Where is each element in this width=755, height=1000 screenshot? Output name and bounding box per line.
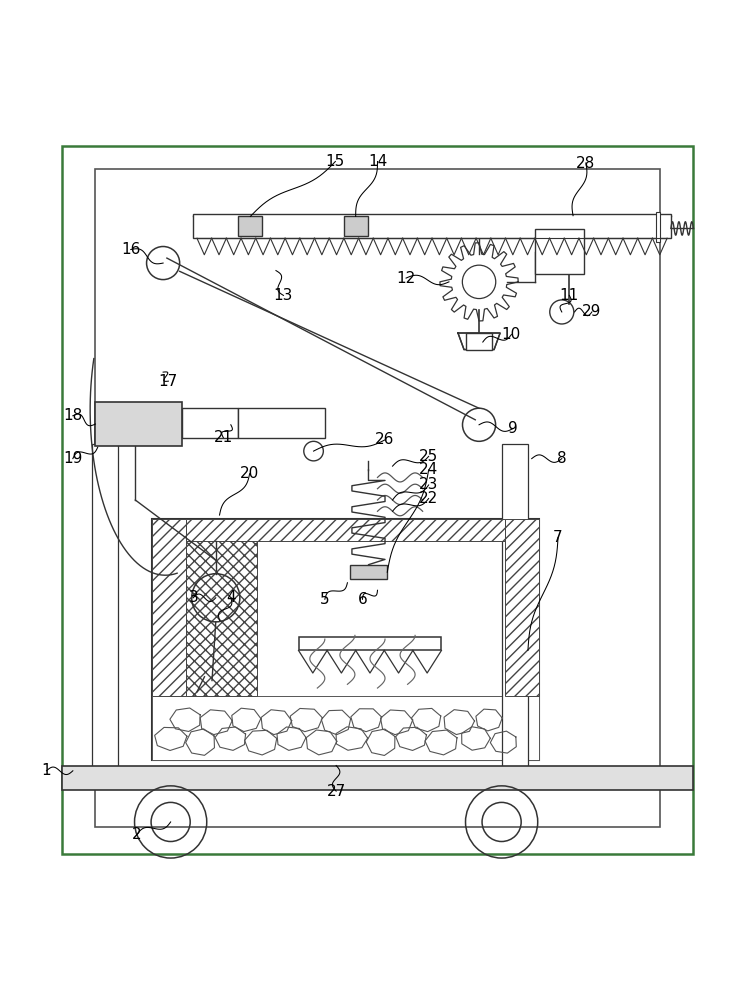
Text: 2: 2 xyxy=(132,827,142,842)
Text: 22: 22 xyxy=(419,491,438,506)
Text: 8: 8 xyxy=(557,451,566,466)
Bar xyxy=(344,216,368,236)
Bar xyxy=(62,766,693,790)
Bar xyxy=(239,216,263,236)
Bar xyxy=(298,637,442,650)
Bar xyxy=(152,519,539,760)
Text: 27: 27 xyxy=(326,784,346,799)
Bar xyxy=(186,541,257,696)
Text: 11: 11 xyxy=(559,288,579,303)
Text: 18: 18 xyxy=(63,408,82,423)
Text: 9: 9 xyxy=(508,421,518,436)
Text: 16: 16 xyxy=(121,242,140,257)
Text: 29: 29 xyxy=(582,304,602,319)
Bar xyxy=(350,565,387,579)
Bar xyxy=(182,408,239,438)
Text: 23: 23 xyxy=(419,477,439,492)
Text: 13: 13 xyxy=(274,288,293,303)
Bar xyxy=(91,444,118,767)
Bar xyxy=(501,444,528,767)
Bar xyxy=(186,519,505,541)
Text: 25: 25 xyxy=(419,449,438,464)
Text: 21: 21 xyxy=(214,430,233,445)
Text: 12: 12 xyxy=(396,271,416,286)
Text: 15: 15 xyxy=(325,154,345,169)
Bar xyxy=(505,519,539,696)
Text: 3: 3 xyxy=(188,590,198,605)
Text: 6: 6 xyxy=(358,592,368,607)
Text: 7: 7 xyxy=(553,530,562,545)
Bar xyxy=(193,214,671,238)
Text: 28: 28 xyxy=(576,156,596,171)
Bar xyxy=(95,402,182,446)
Bar xyxy=(239,408,325,438)
Text: 19: 19 xyxy=(63,451,82,466)
Text: 1: 1 xyxy=(42,763,51,778)
Text: 26: 26 xyxy=(375,432,395,447)
Text: 20: 20 xyxy=(240,466,259,481)
Bar xyxy=(62,146,693,854)
Text: 24: 24 xyxy=(419,462,438,477)
Polygon shape xyxy=(458,333,500,350)
Bar xyxy=(95,169,660,827)
Bar xyxy=(467,333,492,350)
Text: 10: 10 xyxy=(502,327,521,342)
Bar xyxy=(152,519,186,696)
Bar xyxy=(656,212,660,242)
Bar xyxy=(152,696,539,760)
Text: 5: 5 xyxy=(320,592,330,607)
Bar xyxy=(535,229,584,274)
Text: 4: 4 xyxy=(226,590,236,605)
Text: 14: 14 xyxy=(368,154,387,169)
Text: 17: 17 xyxy=(159,374,178,389)
